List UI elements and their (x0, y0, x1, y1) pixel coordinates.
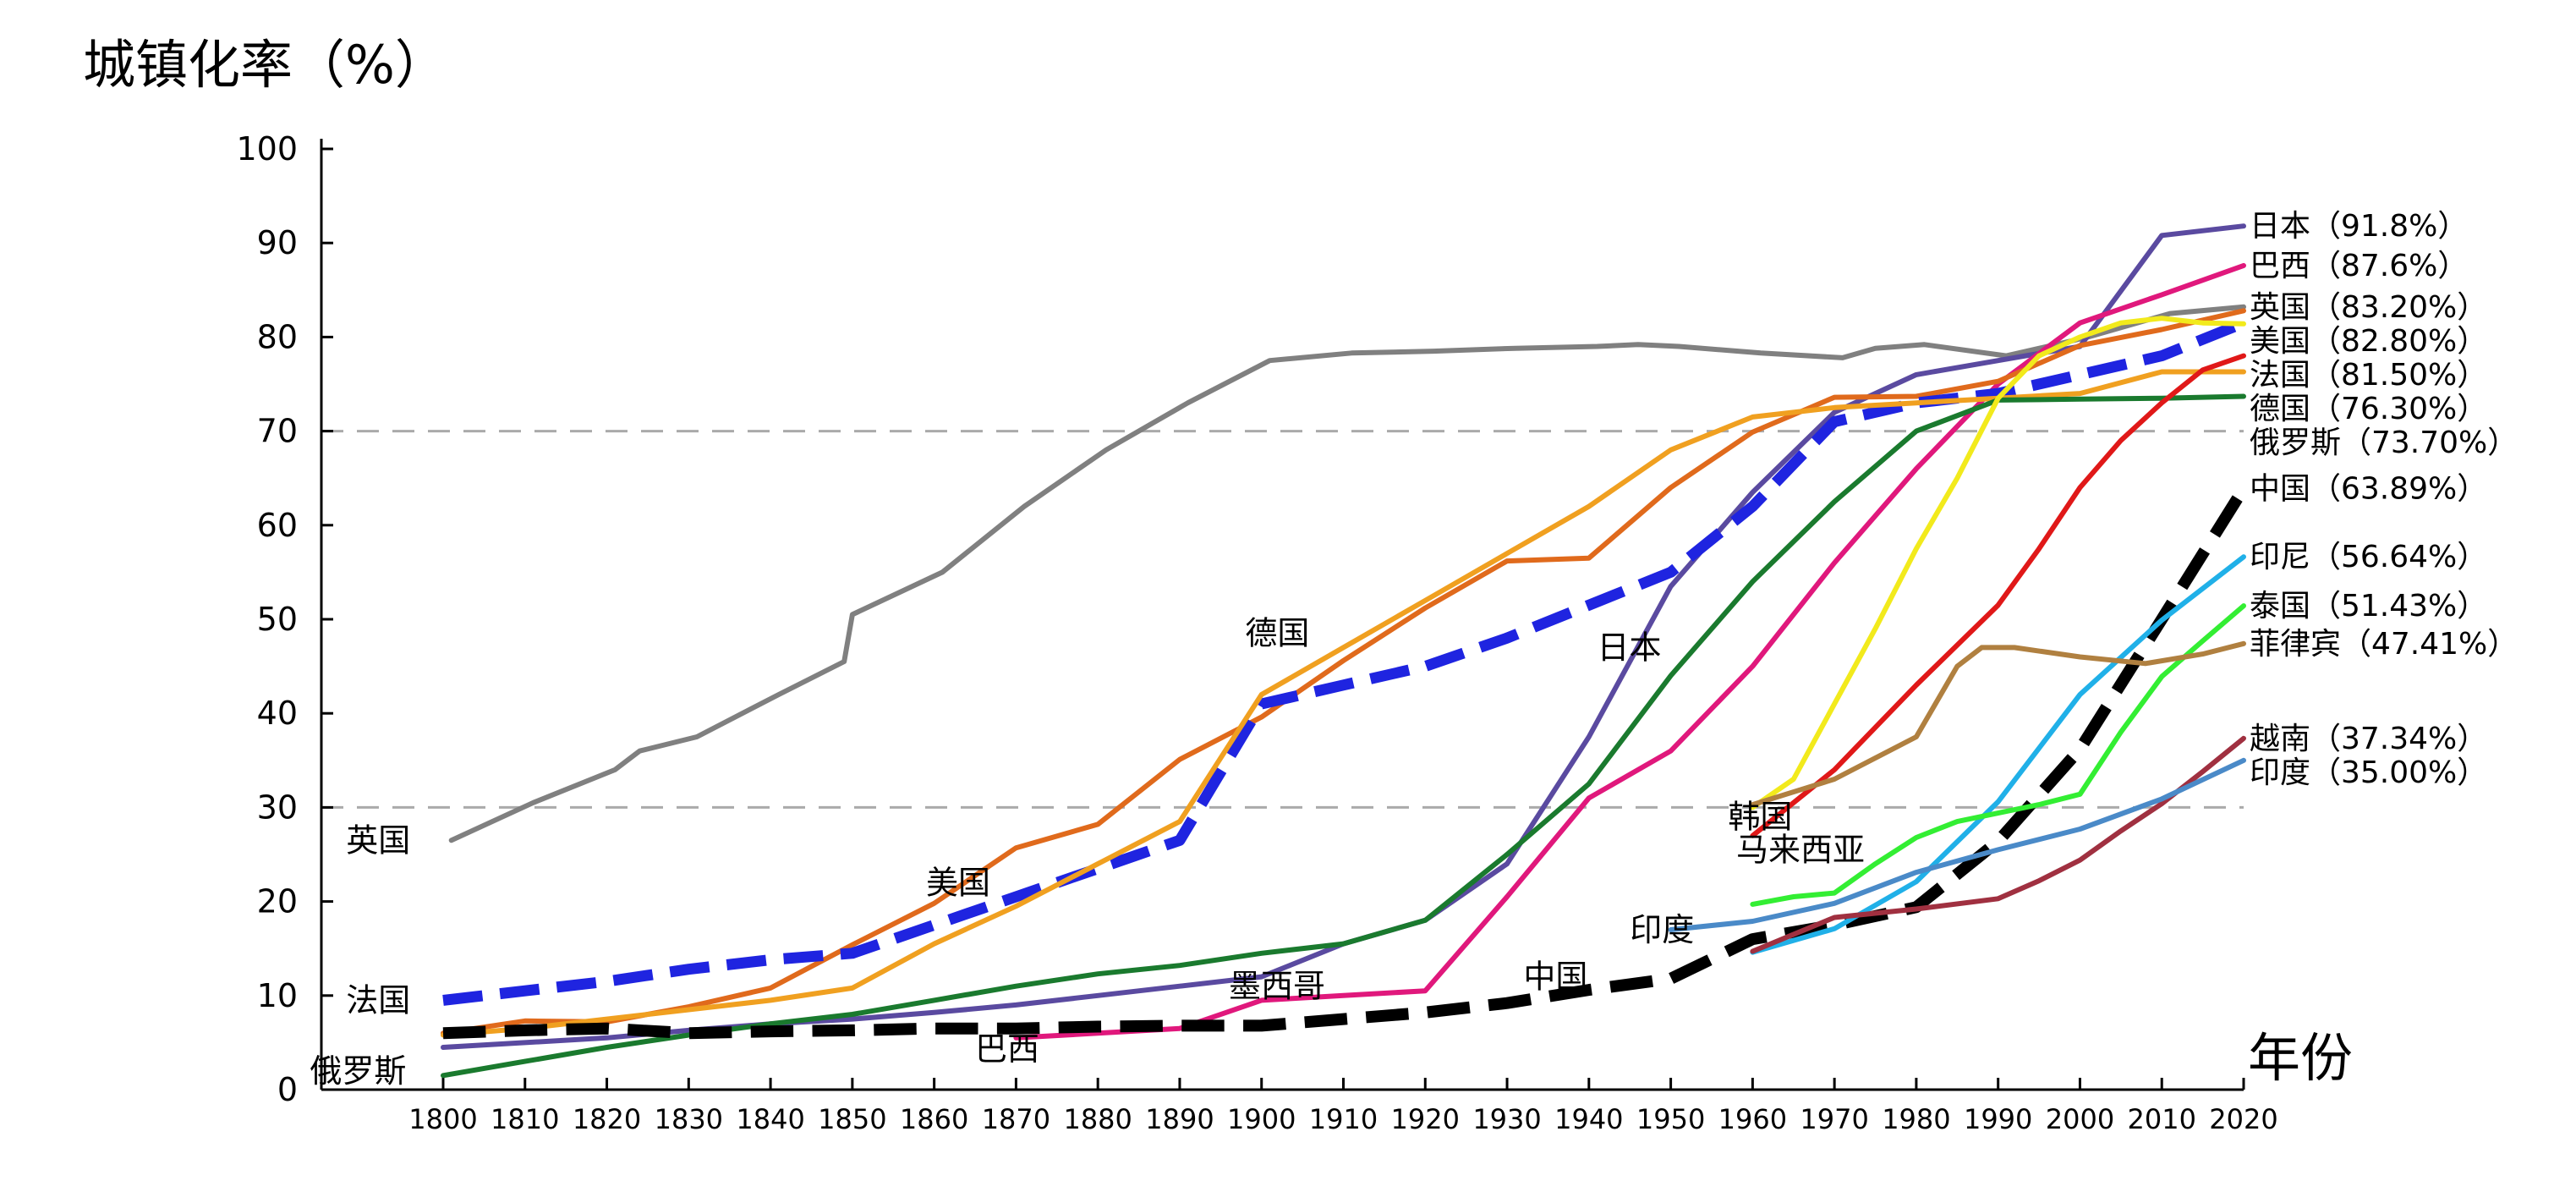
annotation-法国: 法国 (346, 981, 410, 1019)
annotation-墨西哥: 墨西哥 (1229, 968, 1325, 1005)
y-tick-label-10: 10 (257, 977, 298, 1014)
y-tick-label-50: 50 (257, 601, 298, 638)
x-tick-label-1980: 1980 (1882, 1103, 1950, 1135)
series-line-马来西亚 (1750, 353, 2246, 838)
series-line-印尼 (1750, 554, 2246, 955)
x-tick-label-1840: 1840 (736, 1103, 804, 1135)
end-label-法国: 法国（81.50%） (2250, 358, 2487, 393)
y-tick-label-70: 70 (257, 413, 298, 450)
x-tick-label-1880: 1880 (1063, 1103, 1132, 1135)
x-tick-label-1940: 1940 (1554, 1103, 1623, 1135)
series-line-俄罗斯 (441, 393, 2246, 1079)
x-tick-label-1990: 1990 (1964, 1103, 2032, 1135)
x-tick-label-1930: 1930 (1472, 1103, 1541, 1135)
series-line-德国 (441, 369, 2246, 1038)
end-label-英国: 英国（83.20%） (2250, 290, 2487, 325)
x-tick-label-1850: 1850 (818, 1103, 886, 1135)
series-line-中国 (442, 485, 2249, 1040)
x-tick-label-1830: 1830 (655, 1103, 723, 1135)
y-tick-label-40: 40 (257, 695, 298, 732)
axes (320, 139, 2245, 1091)
x-tick-label-1890: 1890 (1145, 1103, 1214, 1135)
y-tick-labels: 0 10 20 30 40 50 60 70 80 90 100 (236, 130, 298, 1108)
y-tick-label-0: 0 (277, 1071, 298, 1108)
x-tick-label-1810: 1810 (491, 1103, 559, 1135)
y-tick-label-30: 30 (257, 788, 298, 826)
series-line-泰国 (1750, 603, 2246, 907)
annotation-英国: 英国 (346, 821, 410, 859)
end-label-印度: 印度（35.00%） (2250, 755, 2487, 790)
x-tick-label-1860: 1860 (900, 1103, 968, 1135)
x-tick-label-1960: 1960 (1718, 1103, 1787, 1135)
series-line-菲律宾 (1750, 640, 2246, 808)
x-tick-label-1950: 1950 (1636, 1103, 1705, 1135)
x-tick-label-2020: 2020 (2209, 1103, 2277, 1135)
annotation-日本: 日本 (1597, 629, 1661, 666)
annotation-俄罗斯: 俄罗斯 (310, 1052, 406, 1090)
annotation-巴西: 巴西 (975, 1030, 1039, 1068)
end-label-越南: 越南（37.34%） (2250, 722, 2487, 756)
series-line-韩国 (1750, 316, 2246, 810)
end-label-德国: 德国（76.30%） (2250, 392, 2487, 426)
y-tick-label-60: 60 (257, 507, 298, 544)
annotation-美国: 美国 (926, 864, 990, 901)
annotation-韩国: 韩国 (1728, 799, 1792, 836)
x-tick-label-2000: 2000 (2046, 1103, 2114, 1135)
annotation-德国: 德国 (1245, 615, 1309, 652)
annotation-印度: 印度 (1630, 911, 1694, 948)
series-line-美国 (441, 308, 2246, 1036)
end-label-菲律宾: 菲律宾（47.41%） (2250, 627, 2518, 662)
series-line-印度 (1668, 757, 2246, 932)
end-label-美国: 美国（82.80%） (2250, 324, 2487, 359)
series-line-英国 (448, 304, 2246, 843)
end-label-巴西: 巴西（87.6%） (2250, 249, 2468, 283)
y-tick-label-20: 20 (257, 883, 298, 920)
x-tick-label-1870: 1870 (982, 1103, 1050, 1135)
annotation-中国: 中国 (1523, 959, 1587, 996)
x-tick-label-1970: 1970 (1800, 1103, 1868, 1135)
x-tick-label-1800: 1800 (408, 1103, 477, 1135)
series-lines (441, 223, 2249, 1079)
y-tick-label-80: 80 (257, 318, 298, 355)
y-axis-title: 城镇化率（%） (83, 34, 447, 96)
annotation-马来西亚: 马来西亚 (1736, 831, 1865, 868)
end-label-泰国: 泰国（51.43%） (2250, 589, 2487, 623)
x-tick-label-1820: 1820 (573, 1103, 641, 1135)
y-tick-label-100: 100 (236, 130, 298, 168)
x-tick-label-2010: 2010 (2128, 1103, 2196, 1135)
end-label-中国: 中国（63.89%） (2250, 472, 2487, 507)
x-tick-label-1910: 1910 (1309, 1103, 1378, 1135)
x-tick-labels: 1800 1810 1820 1830 1840 1850 1860 1870 1880 1890… (408, 1103, 2277, 1135)
end-label-印尼: 印尼（56.64%） (2250, 540, 2487, 574)
x-tick-label-1920: 1920 (1391, 1103, 1460, 1135)
end-labels: 日本（91.8%） 巴西（87.6%） 英国（83.20%）美国（82.80%）法国… (2250, 209, 2518, 790)
x-tick-label-1900: 1900 (1227, 1103, 1296, 1135)
end-label-日本: 日本（91.8%） (2250, 209, 2468, 244)
y-tick-label-90: 90 (257, 224, 298, 261)
x-axis-title: 年份 (2248, 1027, 2353, 1089)
end-label-俄罗斯: 俄罗斯（73.70%） (2250, 426, 2518, 460)
